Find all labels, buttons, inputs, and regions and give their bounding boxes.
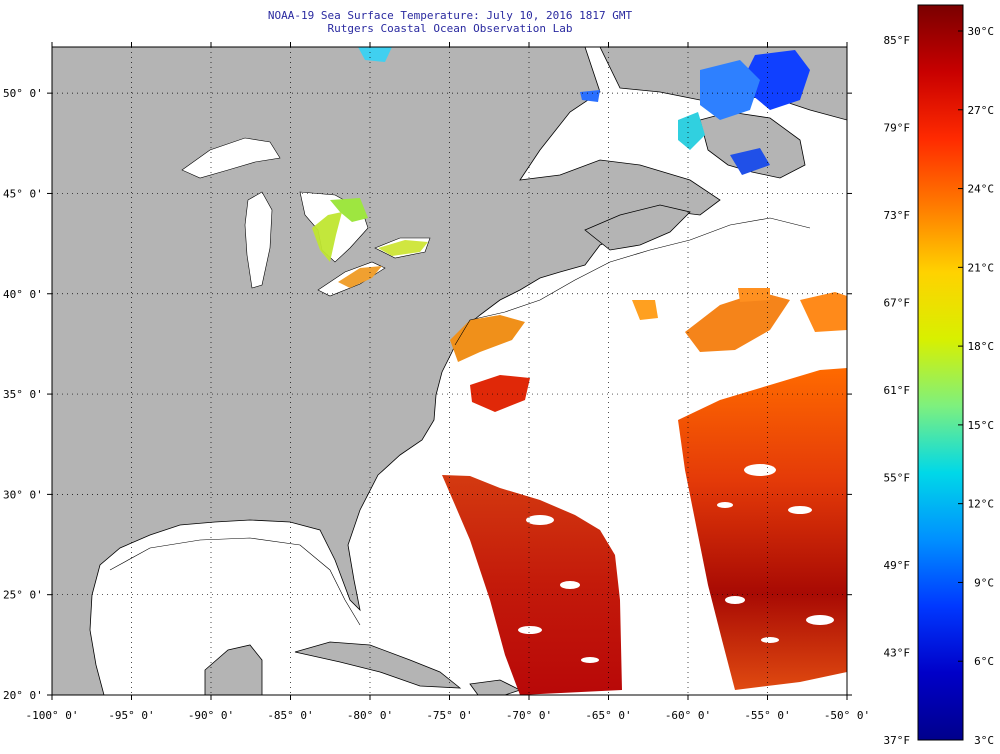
lon-tick-label: -65° 0' bbox=[585, 709, 631, 722]
celsius-label: 6°C bbox=[974, 655, 994, 668]
sst-lake-erie bbox=[338, 266, 382, 288]
land-nova-scotia bbox=[584, 204, 691, 251]
fahrenheit-label: 85°F bbox=[884, 34, 911, 47]
sst-offshore-red bbox=[470, 375, 530, 412]
lon-tick-label: -85° 0' bbox=[267, 709, 313, 722]
fahrenheit-label: 37°F bbox=[884, 734, 911, 747]
celsius-label: 15°C bbox=[968, 419, 995, 432]
cloud-specks bbox=[518, 464, 834, 663]
fahrenheit-label: 61°F bbox=[884, 384, 911, 397]
lat-tick-label: 40° 0' bbox=[3, 288, 43, 301]
celsius-label: 12°C bbox=[968, 498, 995, 511]
sst-north-patch-4 bbox=[738, 288, 770, 302]
land-north-america bbox=[52, 47, 721, 695]
lake-superior bbox=[181, 137, 281, 179]
colorbar-fahrenheit-labels: 85°F 79°F 73°F 67°F 61°F 55°F 49°F 43°F 37°F bbox=[884, 34, 911, 747]
sst-gulf-stlawrence bbox=[700, 60, 760, 120]
sst-north-patch-2 bbox=[800, 292, 847, 332]
fahrenheit-label: 49°F bbox=[884, 559, 911, 572]
celsius-label: 24°C bbox=[968, 183, 995, 196]
sst-north-cyan bbox=[358, 47, 392, 62]
sst-western-swath bbox=[442, 475, 622, 695]
lon-tick-label: -75° 0' bbox=[426, 709, 472, 722]
celsius-label: 21°C bbox=[968, 261, 995, 274]
fahrenheit-label: 73°F bbox=[884, 209, 911, 222]
lon-tick-label: -55° 0' bbox=[744, 709, 790, 722]
sst-north-patch-3 bbox=[632, 300, 658, 320]
celsius-label: 3°C bbox=[974, 734, 994, 747]
lat-tick-label: 25° 0' bbox=[3, 589, 43, 602]
sst-labrador-cold bbox=[745, 50, 810, 110]
fahrenheit-label: 55°F bbox=[884, 472, 911, 485]
land-newfoundland bbox=[699, 111, 806, 179]
colorbar-gradient bbox=[917, 4, 964, 741]
isobath-atlantic bbox=[454, 217, 811, 346]
celsius-label: 18°C bbox=[968, 340, 995, 353]
lon-tick-label: -95° 0' bbox=[108, 709, 154, 722]
title-line-2: Rutgers Coastal Ocean Observation Lab bbox=[327, 22, 573, 35]
colorbar-celsius-labels: 30°C 27°C 24°C 21°C 18°C 15°C 12°C 9°C 6°C 3°C bbox=[958, 25, 994, 747]
title-line-1: NOAA-19 Sea Surface Temperature: July 10… bbox=[267, 9, 633, 22]
land-hispaniola bbox=[469, 679, 522, 695]
land-cuba bbox=[294, 641, 462, 689]
celsius-label: 30°C bbox=[968, 25, 995, 38]
sst-north-patch-1 bbox=[685, 292, 790, 352]
lat-tick-label: 35° 0' bbox=[3, 388, 43, 401]
map-grid bbox=[52, 47, 847, 695]
map-title: NOAA-19 Sea Surface Temperature: July 10… bbox=[0, 9, 900, 35]
lat-tick-label: 50° 0' bbox=[3, 87, 43, 100]
sst-stlawrence-cyan bbox=[678, 112, 705, 150]
sst-mid-atlantic bbox=[450, 315, 525, 362]
sst-lake-ontario bbox=[378, 240, 428, 256]
lat-tick-label: 30° 0' bbox=[3, 488, 43, 501]
lon-tick-label: -90° 0' bbox=[188, 709, 234, 722]
lon-tick-label: -80° 0' bbox=[347, 709, 393, 722]
lon-tick-label: -70° 0' bbox=[506, 709, 552, 722]
lon-tick-label: -60° 0' bbox=[665, 709, 711, 722]
fahrenheit-label: 67°F bbox=[884, 297, 911, 310]
lake-michigan bbox=[244, 191, 273, 289]
lat-tick-label: 45° 0' bbox=[3, 187, 43, 200]
celsius-label: 9°C bbox=[974, 576, 994, 589]
celsius-label: 27°C bbox=[968, 104, 995, 117]
sst-lake-michigan bbox=[312, 212, 342, 262]
latitude-labels: 50° 0' 45° 0' 40° 0' 35° 0' 30° 0' 25° 0' 20° … bbox=[3, 87, 852, 702]
fahrenheit-label: 43°F bbox=[884, 647, 911, 660]
lon-tick-label: -50° 0' bbox=[824, 709, 870, 722]
sst-eastern-swath bbox=[678, 368, 847, 690]
sst-labrador-blue bbox=[730, 148, 770, 175]
lon-tick-label: -100° 0' bbox=[26, 709, 79, 722]
land-yucatan bbox=[204, 644, 263, 695]
fahrenheit-label: 79°F bbox=[884, 122, 911, 135]
longitude-labels: -100° 0' -95° 0' -90° 0' -85° 0' -80° 0' -75°… bbox=[26, 42, 870, 722]
sst-lake-huron bbox=[330, 198, 368, 222]
sst-hudson-blue bbox=[580, 90, 600, 102]
lat-tick-label: 20° 0' bbox=[3, 689, 43, 702]
